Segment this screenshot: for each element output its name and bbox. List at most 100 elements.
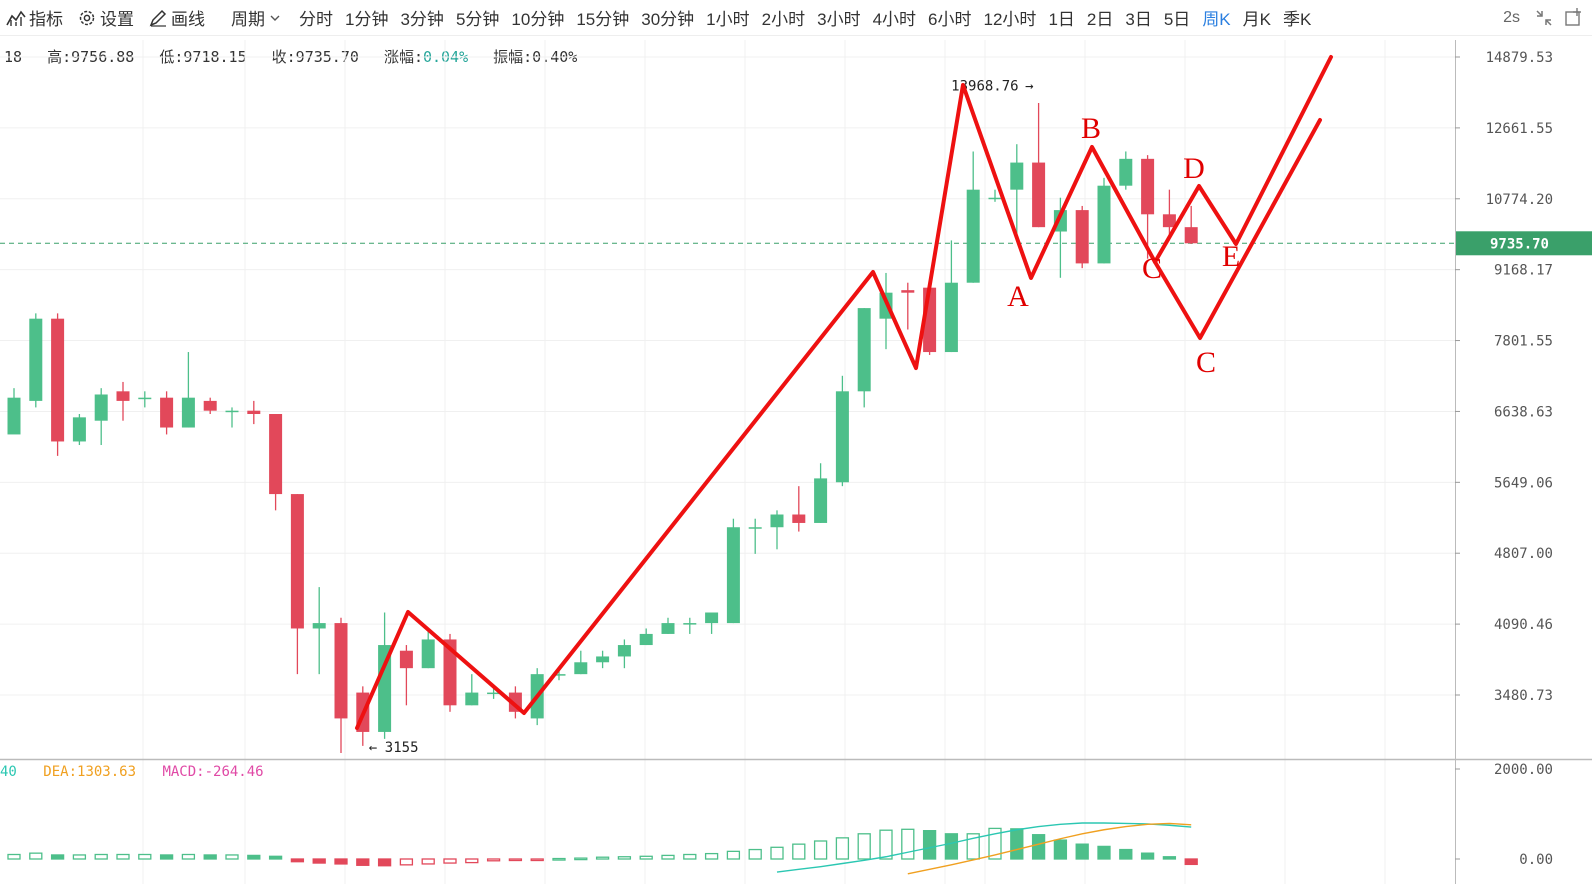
settings-label: 设置 xyxy=(100,10,134,29)
macd-bar xyxy=(486,858,501,862)
candle xyxy=(160,391,174,435)
macd-bar xyxy=(595,856,610,860)
wave-label: C xyxy=(1196,346,1216,379)
candle xyxy=(770,510,784,550)
macd-bar xyxy=(879,829,893,860)
period-item[interactable]: 周K xyxy=(1202,10,1231,29)
candle xyxy=(1119,151,1133,190)
macd-bar xyxy=(1053,839,1068,860)
candle-body xyxy=(1010,162,1024,190)
macd-bar xyxy=(683,853,697,860)
y-tick-label: 3480.73 xyxy=(1494,688,1553,704)
period-item[interactable]: 6小时 xyxy=(928,10,972,29)
macd-bar xyxy=(574,857,588,861)
candle xyxy=(574,650,588,675)
period-item[interactable]: 5分钟 xyxy=(455,10,500,29)
period-item[interactable]: 1分钟 xyxy=(345,10,389,29)
period-item[interactable]: 分时 xyxy=(299,10,333,29)
candle xyxy=(835,375,849,487)
candle-body xyxy=(726,527,740,624)
candle xyxy=(857,308,871,408)
period-item[interactable]: 2小时 xyxy=(761,10,806,29)
candle-body xyxy=(421,639,435,669)
macd-y-tick-label: 2000.00 xyxy=(1494,762,1553,778)
candle xyxy=(1097,177,1111,264)
wave-label: C xyxy=(1142,252,1162,285)
macd-bar xyxy=(530,858,544,862)
y-tick-label: 14879.53 xyxy=(1486,50,1553,66)
candle xyxy=(378,612,392,739)
period-item[interactable]: 2日 xyxy=(1086,10,1114,29)
candle xyxy=(661,617,675,634)
period-item[interactable]: 15分钟 xyxy=(576,10,630,29)
period-item[interactable]: 月K xyxy=(1242,10,1271,29)
period-item[interactable]: 30分钟 xyxy=(641,10,695,29)
add-window-icon[interactable] xyxy=(1564,8,1584,28)
y-tick-label: 9168.17 xyxy=(1494,263,1553,279)
period-item[interactable]: 3分钟 xyxy=(400,10,444,29)
period-item[interactable]: 10分钟 xyxy=(511,10,565,29)
macd-bar xyxy=(247,854,261,860)
period-item[interactable]: 3日 xyxy=(1125,10,1152,29)
period-item[interactable]: 1日 xyxy=(1048,10,1075,29)
wave-label: B xyxy=(1081,112,1101,145)
current-price-tag xyxy=(1456,231,1592,256)
candle xyxy=(72,414,86,446)
candle-body xyxy=(552,674,566,676)
refresh-interval[interactable]: 2s xyxy=(1503,9,1520,26)
y-tick-label: 4807.00 xyxy=(1494,546,1553,562)
y-tick-label: 7801.55 xyxy=(1494,334,1553,350)
macd-bar xyxy=(988,827,1002,860)
candle xyxy=(1184,205,1198,244)
macd-bar xyxy=(508,858,523,862)
macd-bar xyxy=(356,858,370,866)
period-item[interactable]: 3小时 xyxy=(817,10,861,29)
macd-bar xyxy=(29,852,43,860)
macd-bar xyxy=(377,858,392,867)
dif-value: 40 xyxy=(0,764,17,780)
settings-button[interactable]: 设置 xyxy=(77,5,134,30)
candle-body xyxy=(72,417,86,442)
candle-body xyxy=(290,494,304,629)
wave-path-2 xyxy=(1153,118,1322,340)
candle-body xyxy=(966,189,980,283)
period-item[interactable]: 1小时 xyxy=(706,10,750,29)
candle-body xyxy=(1032,162,1046,228)
pencil-icon xyxy=(149,9,167,27)
candle xyxy=(1162,189,1176,241)
candle-body xyxy=(617,645,631,657)
macd-bar xyxy=(1031,834,1046,860)
period-item[interactable]: 5日 xyxy=(1163,10,1191,29)
macd-bar xyxy=(290,858,305,863)
candle xyxy=(421,628,435,669)
draw-line-button[interactable]: 画线 xyxy=(148,5,205,30)
dea-value: DEA:1303.63 xyxy=(43,764,137,780)
candle-body xyxy=(443,639,457,706)
candle-body xyxy=(596,656,610,663)
macd-bar xyxy=(268,855,283,860)
macd-bar xyxy=(1075,843,1089,860)
period-item[interactable]: 4小时 xyxy=(872,10,917,29)
period-dropdown[interactable]: 周期 xyxy=(231,5,281,30)
candle xyxy=(1010,144,1024,241)
macd-bar xyxy=(813,840,828,860)
macd-bar xyxy=(203,854,217,860)
macd-bar xyxy=(748,848,762,860)
period-item[interactable]: 12小时 xyxy=(983,10,1037,29)
candle-body xyxy=(639,633,653,646)
candle xyxy=(290,494,304,675)
low-annotation: 3155 xyxy=(385,740,419,756)
macd-bar xyxy=(661,854,675,860)
indicator-button[interactable]: 指标 xyxy=(6,5,63,30)
collapse-icon[interactable] xyxy=(1534,8,1554,28)
candle-body xyxy=(901,290,915,293)
candle-body xyxy=(378,645,392,732)
candle-body xyxy=(1141,158,1155,215)
candle-body xyxy=(7,397,21,435)
candle xyxy=(748,518,762,554)
macd-bar xyxy=(72,854,87,860)
period-item[interactable]: 季K xyxy=(1283,10,1312,29)
macd-bar xyxy=(1184,858,1198,866)
macd-bar xyxy=(552,857,566,861)
